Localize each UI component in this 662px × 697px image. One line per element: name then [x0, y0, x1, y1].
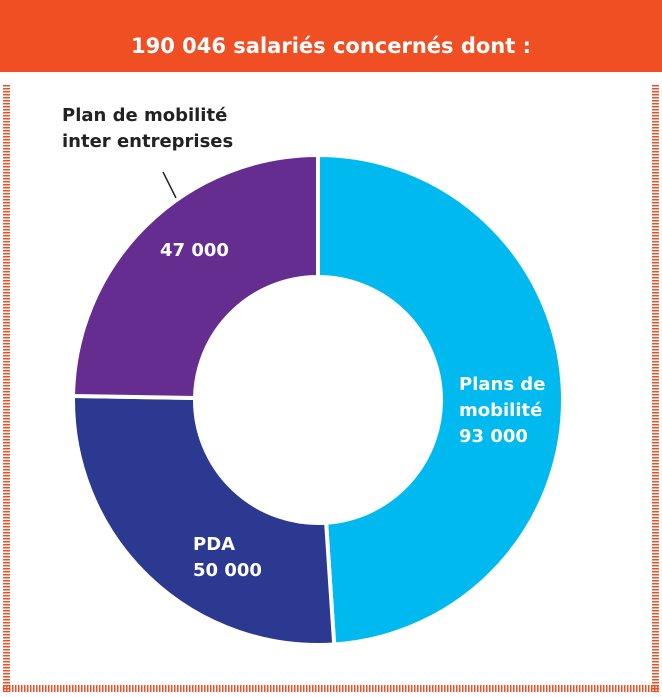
- donut-segment: [71, 393, 337, 647]
- value-label: 93 000: [459, 426, 528, 447]
- segment-label: Plan de mobilité inter entreprises: [62, 105, 234, 152]
- segment-label: Plans de mobilité: [459, 374, 546, 421]
- donut-segment: [70, 152, 320, 400]
- donut-segment: [316, 152, 565, 647]
- value-label: 47 000: [160, 240, 229, 261]
- value-label: 50 000: [193, 560, 262, 581]
- leader-line: [162, 171, 178, 201]
- chart-title: 190 046 salariés concernés dont :: [0, 0, 662, 72]
- segment-label: PDA: [193, 534, 236, 555]
